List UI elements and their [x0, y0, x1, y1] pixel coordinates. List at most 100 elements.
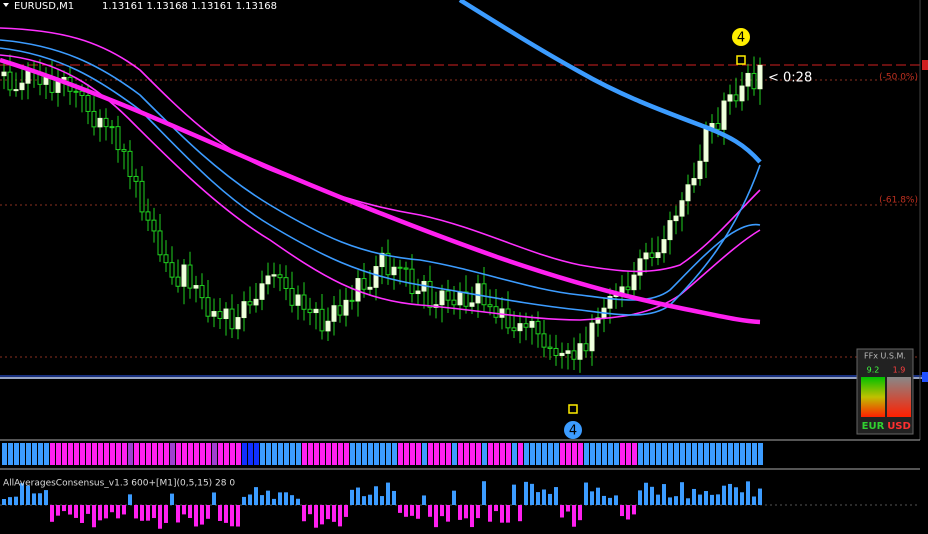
- hist-bar: [14, 496, 18, 505]
- hist-bar: [380, 496, 384, 505]
- strip-cell: [662, 443, 667, 465]
- candle-body: [439, 290, 445, 306]
- candle-body: [733, 94, 739, 102]
- strip-cell: [746, 443, 751, 465]
- hist-bar: [596, 487, 600, 505]
- hist-bar: [116, 505, 120, 519]
- marker-box: [568, 404, 578, 414]
- strip-cell: [158, 443, 163, 465]
- candle-body: [169, 262, 175, 278]
- hist-bar: [80, 505, 84, 523]
- strip-cell: [476, 443, 481, 465]
- hist-bar: [272, 498, 276, 505]
- candle-body: [13, 89, 19, 92]
- candle-body: [247, 301, 253, 306]
- candle-body: [541, 333, 547, 348]
- hist-bar: [428, 505, 432, 517]
- strip-cell: [68, 443, 73, 465]
- candle-body: [313, 308, 319, 314]
- candle-body: [511, 327, 517, 332]
- candle-body: [565, 350, 571, 354]
- hist-bar: [572, 505, 576, 527]
- level-label: (-61.8%): [879, 196, 918, 206]
- strip-cell: [200, 443, 205, 465]
- candle-body: [673, 215, 679, 222]
- candle-body: [217, 311, 223, 320]
- hist-bar: [692, 488, 696, 505]
- strip-cell: [50, 443, 55, 465]
- strip-cell: [644, 443, 649, 465]
- hist-bar: [404, 505, 408, 517]
- strip-cell: [230, 443, 235, 465]
- hist-bar: [434, 505, 438, 528]
- strip-cell: [710, 443, 715, 465]
- strip-cell: [188, 443, 193, 465]
- hist-bar: [518, 505, 522, 522]
- strip-cell: [506, 443, 511, 465]
- candle-body: [163, 254, 169, 264]
- hist-bar: [98, 505, 102, 521]
- hist-bar: [278, 492, 282, 505]
- candle-body: [427, 280, 433, 308]
- candle-body: [109, 126, 115, 129]
- hist-bar: [638, 490, 642, 505]
- strip-cell: [92, 443, 97, 465]
- hist-bar: [494, 505, 498, 512]
- hist-bar: [584, 482, 588, 505]
- consensus-strip: [2, 443, 763, 465]
- strip-cell: [170, 443, 175, 465]
- hist-bar: [422, 495, 426, 505]
- hist-bar: [152, 505, 156, 519]
- candle-body: [697, 160, 703, 180]
- consensus-histogram: [2, 481, 762, 529]
- hist-bar: [296, 498, 300, 505]
- candle-body: [343, 299, 349, 316]
- strip-cell: [14, 443, 19, 465]
- candle-body: [1, 71, 7, 77]
- hist-bar: [608, 497, 612, 505]
- hist-bar: [548, 493, 552, 505]
- candle-body: [265, 275, 271, 285]
- hist-bar: [158, 505, 162, 529]
- candle-body: [403, 267, 409, 270]
- candle-body: [529, 320, 535, 328]
- strip-cell: [206, 443, 211, 465]
- hist-bar: [464, 505, 468, 519]
- strip-cell: [344, 443, 349, 465]
- candle-body: [505, 308, 511, 329]
- hist-bar: [134, 505, 138, 519]
- strip-cell: [428, 443, 433, 465]
- hist-bar: [452, 490, 456, 505]
- strip-cell: [620, 443, 625, 465]
- ohlc: 1.13161 1.13168 1.13161 1.13168: [102, 1, 277, 12]
- hist-bar: [506, 505, 510, 523]
- hist-bar: [128, 494, 132, 505]
- strip-cell: [374, 443, 379, 465]
- strip-cell: [44, 443, 49, 465]
- candle-body: [145, 211, 151, 221]
- strip-cell: [302, 443, 307, 465]
- strip-cell: [248, 443, 253, 465]
- strip-cell: [698, 443, 703, 465]
- hist-bar: [410, 505, 414, 516]
- candle-body: [367, 286, 373, 290]
- strip-cell: [674, 443, 679, 465]
- hist-bar: [122, 505, 126, 515]
- strip-cell: [458, 443, 463, 465]
- candle-body: [73, 90, 79, 93]
- usd-bar: [887, 377, 911, 417]
- hist-bar: [668, 497, 672, 505]
- collapse-arrow[interactable]: [3, 3, 9, 7]
- candle-body: [739, 85, 745, 102]
- strip-cell: [332, 443, 337, 465]
- candle-body: [721, 100, 727, 130]
- candle-body: [583, 343, 589, 352]
- strip-cell: [416, 443, 421, 465]
- strip-cell: [260, 443, 265, 465]
- candle-body: [187, 264, 193, 289]
- hist-bar: [650, 486, 654, 505]
- strip-cell: [548, 443, 553, 465]
- timer: < 0:28: [768, 71, 812, 86]
- strip-cell: [716, 443, 721, 465]
- strip-cell: [464, 443, 469, 465]
